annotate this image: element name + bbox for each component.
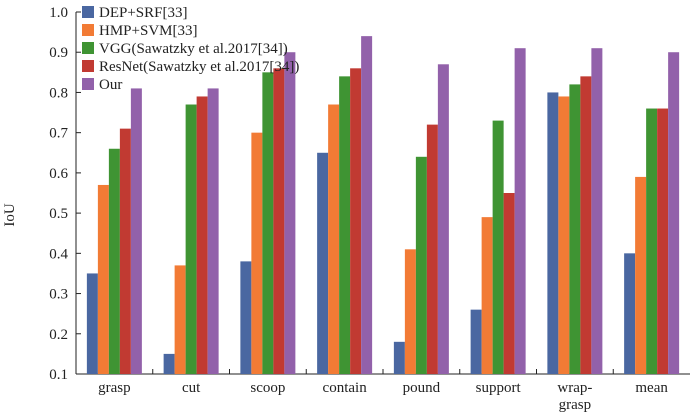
bar bbox=[470, 309, 482, 374]
legend-swatch bbox=[82, 78, 94, 90]
category-label: contain bbox=[323, 380, 368, 396]
bar bbox=[437, 64, 449, 375]
y-tick-labels: 0.1 0.2 0.3 0.4 0.5 0.6 0.7 0.8 0.9 1.0 bbox=[49, 5, 68, 383]
legend-swatch bbox=[82, 6, 94, 18]
bar bbox=[646, 108, 658, 375]
legend-label: HMP+SVM[33] bbox=[99, 23, 197, 39]
category-label: support bbox=[476, 380, 522, 396]
bar bbox=[317, 152, 329, 374]
category-label: grasp bbox=[98, 380, 131, 396]
bar bbox=[415, 156, 427, 374]
legend-label: ResNet(Sawatzky et al.2017[34]) bbox=[99, 59, 299, 75]
y-tick-label: 0.6 bbox=[49, 166, 68, 182]
bar bbox=[196, 96, 208, 374]
bar bbox=[591, 48, 603, 374]
bar bbox=[404, 249, 416, 374]
bar bbox=[624, 253, 636, 374]
legend-label: DEP+SRF[33] bbox=[99, 5, 187, 21]
y-tick-label: 0.1 bbox=[49, 367, 68, 383]
y-tick-label: 0.8 bbox=[49, 85, 68, 101]
bar bbox=[580, 76, 592, 374]
bar bbox=[350, 68, 362, 375]
bar bbox=[426, 124, 438, 374]
legend-swatch bbox=[82, 60, 94, 72]
y-tick-label: 0.5 bbox=[49, 206, 68, 222]
bar bbox=[251, 132, 263, 374]
bar bbox=[514, 48, 526, 374]
y-tick-label: 0.7 bbox=[49, 126, 68, 142]
y-tick-label: 0.2 bbox=[49, 327, 68, 343]
legend-swatch bbox=[82, 42, 94, 54]
bar bbox=[273, 68, 285, 375]
bar bbox=[185, 104, 197, 374]
bar bbox=[240, 261, 252, 374]
bars bbox=[86, 36, 680, 375]
y-axis-label: IoU bbox=[2, 203, 18, 226]
bar bbox=[328, 104, 340, 374]
y-tick-label: 0.9 bbox=[49, 45, 68, 61]
bar bbox=[86, 273, 98, 374]
bar bbox=[492, 120, 504, 374]
category-label: scoop bbox=[250, 380, 285, 396]
category-label: grasp bbox=[559, 397, 592, 413]
category-label: pound bbox=[403, 380, 441, 396]
bar bbox=[547, 92, 559, 374]
bar bbox=[130, 88, 142, 374]
legend-label: VGG(Sawatzky et al.2017[34]) bbox=[99, 41, 288, 57]
bar bbox=[657, 108, 669, 375]
bar bbox=[207, 88, 219, 374]
y-tick-label: 1.0 bbox=[49, 5, 68, 21]
category-label: wrap- bbox=[557, 380, 592, 396]
y-tick-label: 0.4 bbox=[49, 246, 68, 262]
bar bbox=[503, 193, 515, 374]
bar bbox=[668, 52, 680, 374]
bar bbox=[558, 96, 570, 374]
bar bbox=[361, 36, 373, 375]
category-label: mean bbox=[635, 380, 668, 396]
bar bbox=[262, 72, 274, 374]
bar bbox=[339, 76, 351, 374]
bar bbox=[635, 176, 647, 374]
bar bbox=[481, 217, 493, 374]
category-labels: grasp cut scoop contain pound support wrap-gra… bbox=[98, 380, 668, 413]
legend: DEP+SRF[33] HMP+SVM[33] VGG(Sawatzky et al… bbox=[82, 5, 299, 93]
bar bbox=[163, 353, 175, 374]
bar bbox=[119, 128, 131, 374]
legend-label: Our bbox=[99, 77, 122, 93]
legend-swatch bbox=[82, 24, 94, 36]
bar bbox=[393, 341, 405, 374]
bar bbox=[569, 84, 581, 375]
y-tick-label: 0.3 bbox=[49, 287, 68, 303]
bar bbox=[97, 184, 109, 374]
bar bbox=[108, 148, 120, 374]
category-label: cut bbox=[182, 380, 201, 396]
bar bbox=[174, 265, 186, 374]
bar bbox=[284, 52, 296, 374]
